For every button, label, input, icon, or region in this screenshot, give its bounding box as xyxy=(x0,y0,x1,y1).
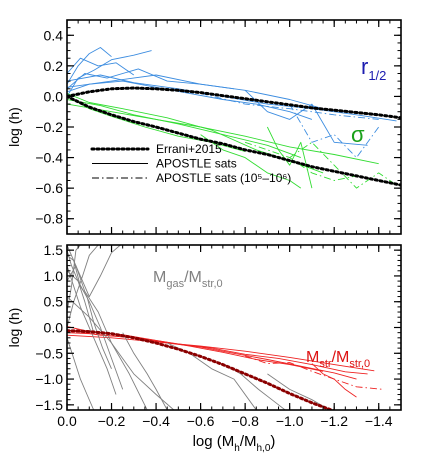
series-line xyxy=(67,265,117,395)
x-tick-label: −0.8 xyxy=(231,413,259,429)
y-tick-label: −0.8 xyxy=(35,211,63,227)
y-tick-label: −0.2 xyxy=(35,119,63,135)
panel-top: 0.4 0.2 0.0 −0.2 −0.4 −0.6 −0.8 log (h) xyxy=(6,19,402,235)
label-sigma: σ xyxy=(351,122,365,147)
model-line xyxy=(67,94,401,187)
x-axis-label: log (Mh/Mh,0) xyxy=(193,433,276,454)
series-line xyxy=(289,141,397,189)
series-line xyxy=(67,270,124,390)
series-line xyxy=(167,342,257,410)
series-group xyxy=(67,47,401,189)
y-tick-label: −0.4 xyxy=(35,150,63,166)
series-line xyxy=(67,337,95,410)
y-tick-label: −1.5 xyxy=(35,397,63,413)
legend-label: Errani+2015 xyxy=(156,142,222,156)
y-tick-label: −0.6 xyxy=(35,180,63,196)
series-line xyxy=(122,332,168,410)
series-line xyxy=(244,141,357,181)
series-line xyxy=(200,92,379,120)
series-line xyxy=(67,57,135,76)
x-tick-label: −1.0 xyxy=(276,413,304,429)
y-tick-label: −0.5 xyxy=(35,345,63,361)
series-line xyxy=(222,363,286,410)
series-line xyxy=(266,126,313,189)
x-tick-label: −0.4 xyxy=(142,413,170,429)
legend-label: APOSTLE sats xyxy=(156,157,237,171)
series-line xyxy=(67,245,121,298)
series-line xyxy=(67,99,301,159)
x-tick-label: −0.6 xyxy=(187,413,215,429)
panel-bottom: 0.0 −0.2 −0.4 −0.6 −0.8 −1.0 −1.2 −1.4 1.5 1.0 0.5… xyxy=(6,242,402,429)
series-line xyxy=(67,254,112,369)
series-line xyxy=(67,74,324,110)
series-line xyxy=(67,250,95,333)
label-gas-fraction: Mgas/Mstr,0 xyxy=(153,269,223,290)
series-line xyxy=(67,296,175,410)
x-tick-label: 0.0 xyxy=(57,413,77,429)
series-line xyxy=(67,245,99,328)
plot-frame xyxy=(66,244,402,411)
model-line xyxy=(67,329,336,410)
series-line xyxy=(67,334,375,372)
y-tick-label: 0.5 xyxy=(44,294,64,310)
series-group xyxy=(67,245,384,410)
label-stellar-fraction: Mstr/Mstr,0 xyxy=(306,349,370,370)
y-tick-label: 0.0 xyxy=(44,320,64,336)
series-line xyxy=(289,103,380,159)
x-tick-label: −1.4 xyxy=(365,413,393,429)
y-tick-label: −1.0 xyxy=(35,371,63,387)
y-tick-label: 1.0 xyxy=(44,268,64,284)
y-tick-label: 0.4 xyxy=(44,27,64,43)
label-r-half: r1/2 xyxy=(361,54,386,83)
x-tick-label: −1.2 xyxy=(320,413,348,429)
y-tick-label: 1.5 xyxy=(44,242,64,258)
series-line xyxy=(67,329,357,380)
series-line xyxy=(244,89,368,146)
series-line xyxy=(67,47,112,85)
series-line xyxy=(311,363,357,398)
series-line xyxy=(67,103,379,165)
series-line xyxy=(67,80,313,120)
y-tick-label: 0.2 xyxy=(44,58,64,74)
legend-label: APOSTLE sats (10⁵–10⁶) xyxy=(156,171,291,185)
y-axis-label: log (h) xyxy=(6,308,22,348)
y-axis-label: log (h) xyxy=(6,107,22,147)
y-tick-label: 0.0 xyxy=(44,88,64,104)
model-line xyxy=(67,86,401,120)
x-tick-label: −0.2 xyxy=(98,413,126,429)
series-line xyxy=(244,355,384,390)
series-line xyxy=(200,134,302,189)
